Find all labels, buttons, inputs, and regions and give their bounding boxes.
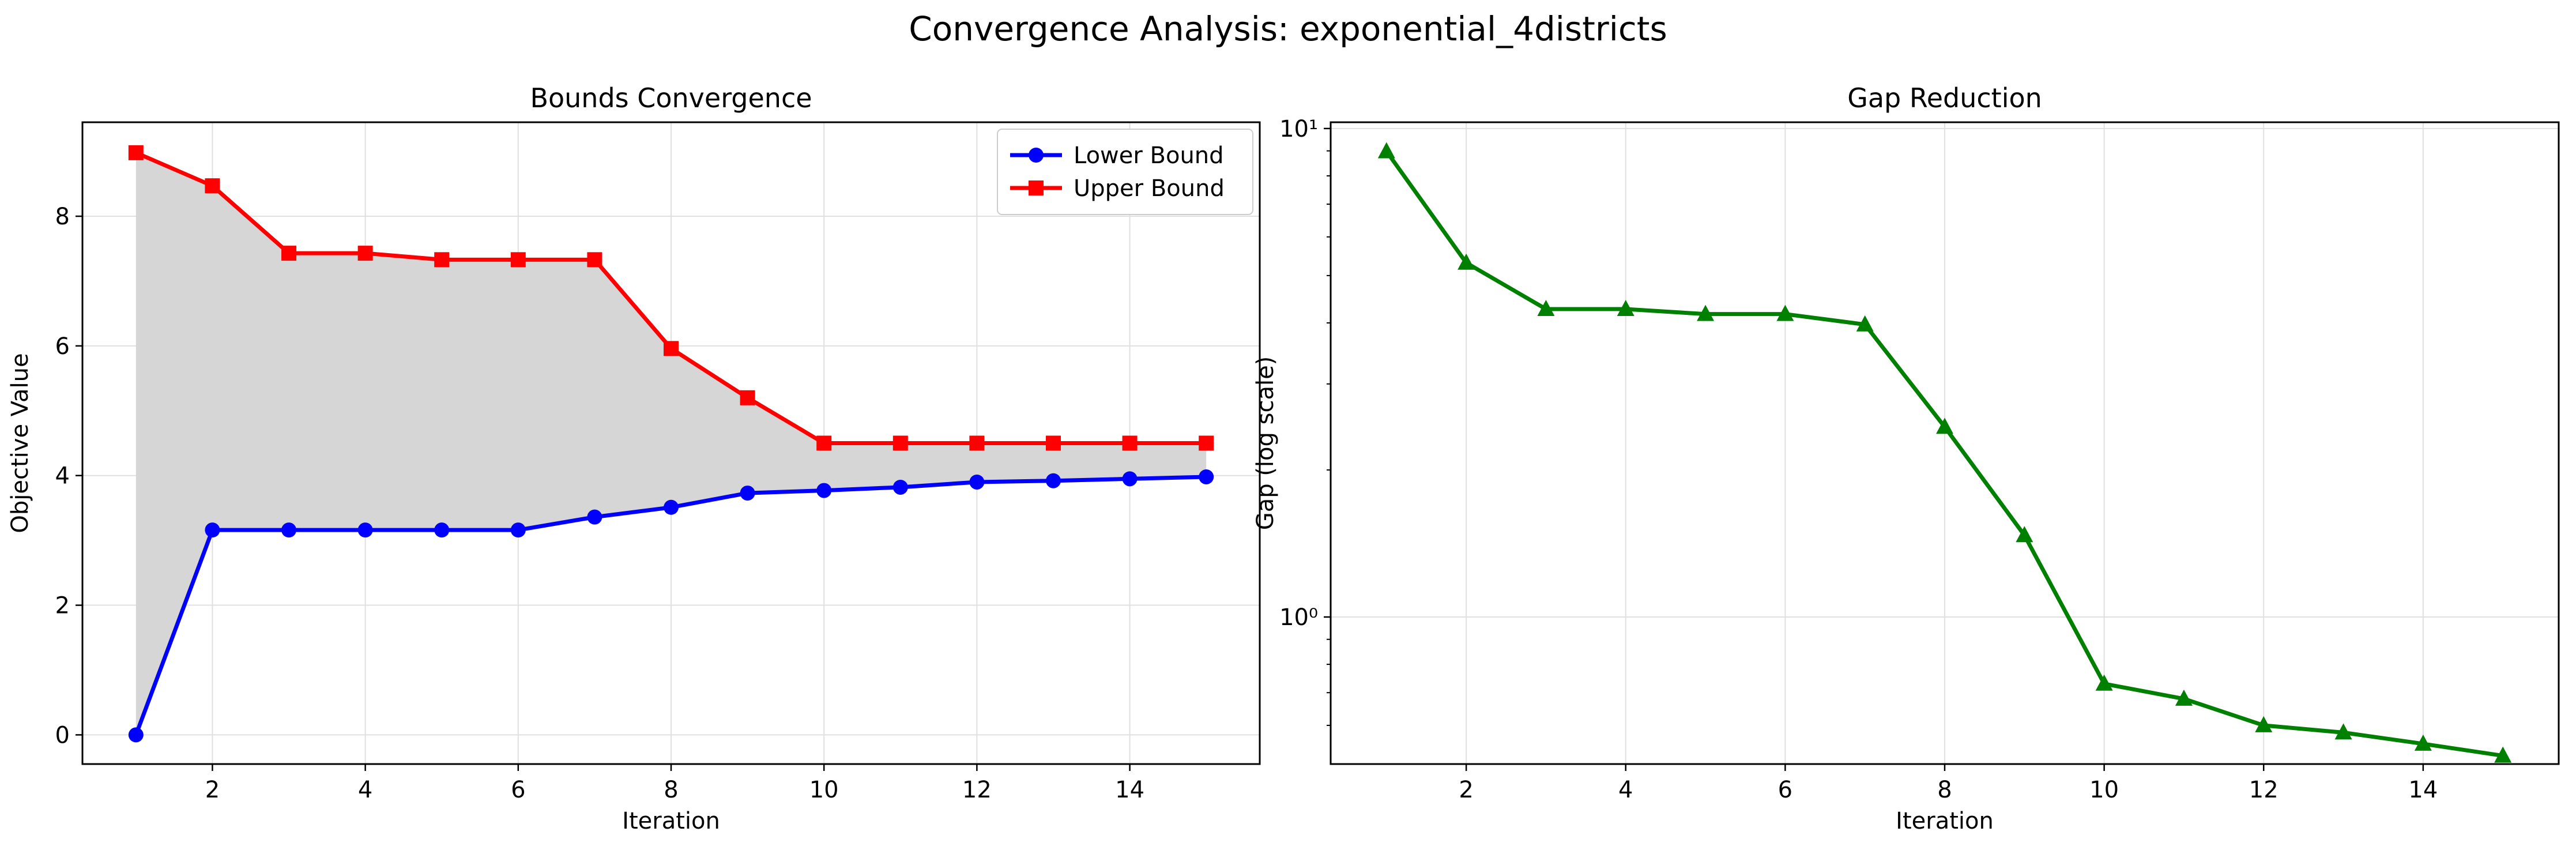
chart-0-lower-bound-point [740,486,755,501]
chart-0-lower-bound-point [1199,469,1214,484]
gap-reduction-panel: 2 4 6 8 10 12 14 10⁰ 10¹ Gap Reduction Iteration Ga… [1252,82,2560,834]
chart-1-series-0-point [1537,299,1555,316]
chart-1-x-tick-label: 2 [1459,777,1473,803]
chart-1-x-tick-label: 10 [2089,777,2119,803]
chart-0-lower-bound-point [969,474,985,490]
chart-0-lower-bound-point [510,522,526,538]
chart-0-title: Bounds Convergence [530,82,812,114]
chart-0-lower-bound-point [128,727,144,743]
bounds-convergence-panel: 2 4 6 8 10 12 14 0 2 4 6 8 Bounds Convergence Iterati… [7,82,1261,834]
chart-0-upper-bound-point [205,178,220,194]
chart-1-y-axis-label: Gap (log scale) [1252,356,1279,531]
chart-0-x-tick-label: 2 [205,777,220,803]
chart-0-y-tick-label: 4 [55,463,70,490]
chart-1-x-tick-label: 12 [2249,777,2279,803]
chart-0-legend-lower-bound-marker [1029,148,1044,163]
chart-0-upper-bound-point [281,246,297,261]
chart-1-series-0-point [2016,526,2033,543]
chart-1-series-0-point [2414,734,2432,751]
chart-0-legend-upper-bound-marker [1029,180,1044,195]
chart-0-y-tick-label: 8 [55,204,70,230]
chart-0-upper-bound-point [587,252,602,268]
chart-0-y-tick-label: 6 [55,333,70,360]
chart-0-upper-bound-point [1122,435,1138,451]
chart-0-x-tick-label: 6 [511,777,525,803]
chart-1-series-0-point [2095,674,2113,691]
chart-0-lower-bound-point [357,522,373,538]
chart-0-upper-bound-point [1199,435,1214,451]
chart-1-x-tick-label: 4 [1618,777,1633,803]
chart-1-series-0-point [2175,689,2193,706]
figure-title: Convergence Analysis: exponential_4distr… [909,9,1667,48]
chart-0-bounds-gap-fill [135,152,1207,735]
chart-1-x-tick-label: 6 [1778,777,1792,803]
chart-1-series-0-point [1377,142,1395,159]
chart-0-legend-lower-bound-label: Lower Bound [1074,142,1224,169]
chart-1-series-0-point [1936,417,1953,434]
chart-0-upper-bound-point [1045,435,1061,451]
chart-0-x-tick-label: 8 [664,777,678,803]
chart-0-x-axis-label: Iteration [622,808,720,834]
chart-0-x-tick-label: 14 [1115,777,1144,803]
chart-0-upper-bound-point [434,252,450,268]
chart-0-y-axis-label: Objective Value [7,353,33,533]
chart-1-series-0-point [2255,716,2273,732]
chart-0-lower-bound-point [892,479,908,495]
chart-1-series-0-point [2334,723,2352,740]
chart-1-y-tick-label: 10¹ [1279,116,1318,142]
chart-0-lower-bound-point [664,499,679,515]
chart-0-legend-box [997,129,1253,215]
chart-0-y-tick-label: 0 [55,722,70,748]
chart-1-series-0-point [1776,304,1794,321]
chart-1-series-0-point [1856,315,1874,332]
chart-1-series-0-point [2494,746,2512,763]
chart-0-x-tick-label: 12 [962,777,992,803]
chart-0-lower-bound-point [434,522,450,538]
chart-1-x-tick-label: 8 [1937,777,1952,803]
chart-0-upper-bound-point [664,341,679,356]
chart-1-series-0-point [1617,299,1635,316]
chart-0-y-tick-label: 2 [55,593,70,619]
chart-0-upper-bound-point [357,246,373,261]
chart-0-upper-bound-point [740,390,755,405]
chart-1-series-0-point [1458,253,1475,270]
chart-1-x-tick-label: 14 [2408,777,2438,803]
chart-0-legend-upper-bound-label: Upper Bound [1074,175,1225,202]
chart-1-x-axis-label: Iteration [1896,808,1994,834]
chart-1-series-0-point [1697,304,1715,321]
chart-0-lower-bound-point [587,509,602,525]
chart-0-upper-bound-point [969,435,985,451]
chart-0-upper-bound-point [892,435,908,451]
chart-1-y-tick-label: 10⁰ [1279,604,1318,631]
chart-0-upper-bound-point [510,252,526,268]
chart-0-upper-bound-point [816,435,832,451]
chart-0-lower-bound-point [281,522,297,538]
chart-1-title: Gap Reduction [1847,82,2042,114]
chart-0-lower-bound-point [205,522,220,538]
chart-0-lower-bound-point [1122,471,1138,487]
chart-0-x-tick-label: 4 [358,777,372,803]
chart-0-upper-bound-point [128,145,144,160]
chart-0-lower-bound-point [816,483,832,498]
chart-0-x-tick-label: 10 [809,777,839,803]
chart-0-lower-bound-point [1045,473,1061,488]
